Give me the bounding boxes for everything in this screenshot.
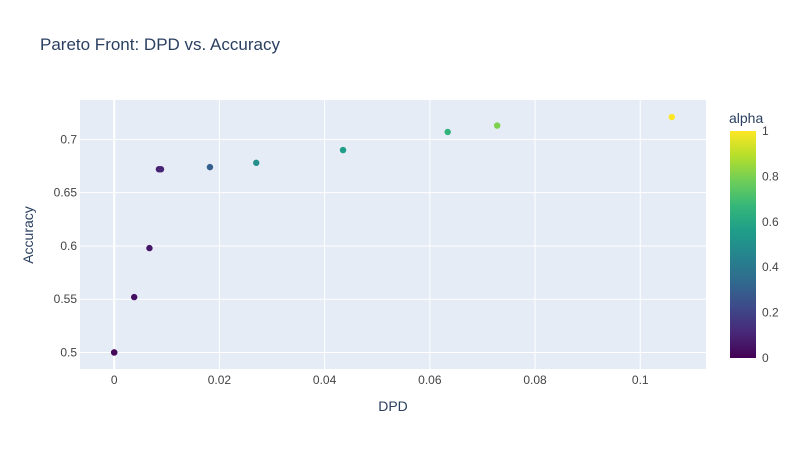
y-tick-label: 0.6: [60, 239, 77, 253]
colorbar-title: alpha: [729, 110, 763, 126]
y-tick-label: 0.55: [54, 292, 78, 306]
chart-title: Pareto Front: DPD vs. Accuracy: [40, 35, 280, 54]
data-point: [444, 128, 451, 136]
x-tick-label: 0.08: [523, 373, 547, 387]
data-point: [668, 113, 676, 121]
colorbar-tick-label: 0.6: [762, 215, 779, 229]
data-point: [110, 349, 118, 356]
x-tick-label: 0.02: [208, 373, 232, 387]
x-tick-label: 0.1: [632, 373, 649, 387]
colorbar-tick-label: 1: [762, 124, 769, 138]
x-tick-label: 0: [111, 373, 118, 387]
x-tick-label: 0.06: [418, 373, 442, 387]
data-point: [130, 293, 138, 301]
grid: [80, 100, 706, 369]
data-point: [339, 146, 347, 154]
y-tick-label: 0.7: [60, 132, 77, 146]
colorbar: [730, 131, 756, 358]
data-point: [206, 163, 214, 171]
x-axis-ticks: 0 0.02 0.04 0.06 0.08 0.1: [111, 373, 649, 387]
colorbar-tick-label: 0.4: [762, 260, 779, 274]
x-tick-label: 0.04: [313, 373, 337, 387]
colorbar-ticks: 0 0.2 0.4 0.6 0.8 1: [762, 124, 779, 365]
colorbar-tick-label: 0: [762, 351, 769, 365]
data-points: [110, 113, 676, 356]
plot-area: [80, 100, 706, 369]
y-axis-ticks: 0.5 0.55 0.6 0.65 0.7: [54, 132, 78, 359]
y-tick-label: 0.65: [54, 186, 78, 200]
colorbar-tick-label: 0.2: [762, 306, 779, 320]
data-point: [146, 244, 153, 252]
data-point: [253, 159, 260, 167]
data-point: [493, 122, 501, 129]
y-axis-label: Accuracy: [20, 206, 36, 264]
colorbar-tick-label: 0.8: [762, 169, 779, 183]
data-point: [157, 166, 165, 173]
y-tick-label: 0.5: [60, 345, 77, 359]
x-axis-label: DPD: [378, 398, 408, 414]
